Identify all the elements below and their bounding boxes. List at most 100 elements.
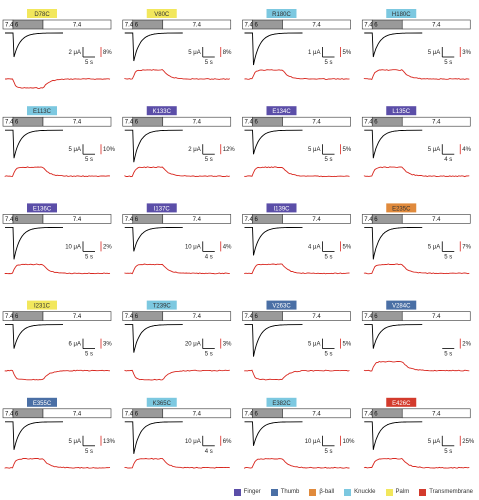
current-trace xyxy=(244,421,303,446)
mutant-label-box xyxy=(266,300,297,310)
time-scale-label: 5 s xyxy=(444,60,452,66)
fluorescence-trace xyxy=(124,166,230,178)
solution-label: 7.4 xyxy=(364,23,373,29)
fluor-scale-label: 8% xyxy=(103,50,112,56)
legend-label: Transmembrane xyxy=(429,489,473,495)
current-scale-label: 20 μA xyxy=(185,342,201,348)
current-scale-label: 10 μA xyxy=(185,244,201,250)
time-scale-label: 5 s xyxy=(324,352,332,358)
mutant-label: L135C xyxy=(392,109,410,115)
time-scale-label: 5 s xyxy=(85,157,93,163)
mutant-label-box xyxy=(27,203,57,213)
legend-label: Finger xyxy=(243,489,261,495)
time-scale-label: 5 s xyxy=(324,157,332,163)
fluor-scale-label: 7% xyxy=(462,244,471,250)
mutant-label: E134C xyxy=(272,109,291,115)
fluorescence-trace xyxy=(4,457,111,469)
current-scale-label: 5 μA xyxy=(69,439,81,445)
current-scale-label: 4 μA xyxy=(308,244,320,250)
solution-label: 7.4 xyxy=(432,314,441,320)
solution-label: 7.4 xyxy=(312,217,321,223)
solution-bar-segment xyxy=(162,408,232,419)
solution-label: 7.4 xyxy=(125,120,134,126)
solution-label: 7.4 xyxy=(193,314,202,320)
solution-label: 7.4 xyxy=(125,314,134,320)
legend-swatch xyxy=(419,488,427,496)
solution-label: 6 xyxy=(15,120,19,126)
legend-label: Knuckle xyxy=(354,489,376,495)
current-trace xyxy=(124,324,183,353)
fluor-scale-label: 4% xyxy=(462,147,471,153)
solution-label: 7.4 xyxy=(312,411,321,417)
solution-label: 6 xyxy=(374,411,378,417)
current-trace xyxy=(364,32,423,58)
current-trace xyxy=(5,32,64,58)
solution-label: 6 xyxy=(135,23,139,29)
solution-bar-segment xyxy=(42,311,112,321)
current-scale-label: 5 μA xyxy=(188,50,200,56)
solution-label: 7.4 xyxy=(193,23,202,29)
fluorescence-trace xyxy=(4,263,111,275)
current-trace xyxy=(124,32,183,62)
solution-label: 6 xyxy=(374,120,378,126)
current-scale-label: 5 μA xyxy=(308,147,320,153)
solution-label: 7.4 xyxy=(364,120,373,126)
fluorescence-trace xyxy=(124,369,230,381)
solution-label: 6 xyxy=(15,314,19,320)
fluor-scale-label: 6% xyxy=(223,439,232,445)
fluor-scale-label: 5% xyxy=(343,147,352,153)
solution-label: 7.4 xyxy=(312,314,321,320)
solution-label: 6 xyxy=(135,411,139,417)
current-scale-label: 5 μA xyxy=(69,147,81,153)
mutant-label-box xyxy=(386,106,417,116)
mutant-label-box xyxy=(266,9,297,18)
solution-bar-segment xyxy=(282,311,351,321)
solution-bar-segment xyxy=(401,116,471,127)
solution-label: 7.4 xyxy=(125,217,134,223)
fluorescence-trace xyxy=(124,69,230,80)
current-scale-label: 5 μA xyxy=(308,342,320,348)
mutant-label: R180C xyxy=(272,12,291,18)
solution-label: 6 xyxy=(135,217,139,223)
solution-label: 7.4 xyxy=(5,314,14,320)
mutant-label: E113C xyxy=(33,109,52,115)
legend-swatch xyxy=(233,488,241,496)
time-scale-label: 4 s xyxy=(205,449,213,455)
mutant-label-box xyxy=(27,300,57,310)
solution-bar-segment xyxy=(162,311,232,321)
mutant-label: D78C xyxy=(34,12,50,18)
solution-label: 7.4 xyxy=(73,120,82,126)
solution-bar-segment xyxy=(42,116,112,127)
fluorescence-trace xyxy=(124,263,230,275)
solution-label: 6 xyxy=(255,411,259,417)
fluor-scale-label: 2% xyxy=(103,244,112,250)
solution-label: 6 xyxy=(255,217,259,223)
solution-label: 7.4 xyxy=(193,217,202,223)
solution-bar-segment xyxy=(162,116,232,127)
current-trace xyxy=(5,421,64,450)
mutant-label-box xyxy=(386,203,417,213)
current-trace xyxy=(5,226,64,260)
time-scale-label: 5 s xyxy=(324,254,332,260)
solution-bar-segment xyxy=(282,214,351,224)
mutant-label-box xyxy=(386,9,417,18)
mutant-label: K133C xyxy=(153,109,172,115)
time-scale-label: 5 s xyxy=(324,60,332,66)
mutant-label-box xyxy=(266,106,297,116)
fluorescence-trace xyxy=(363,69,470,80)
solution-bar-segment xyxy=(401,311,471,321)
current-trace xyxy=(364,129,423,159)
current-trace xyxy=(244,226,303,256)
